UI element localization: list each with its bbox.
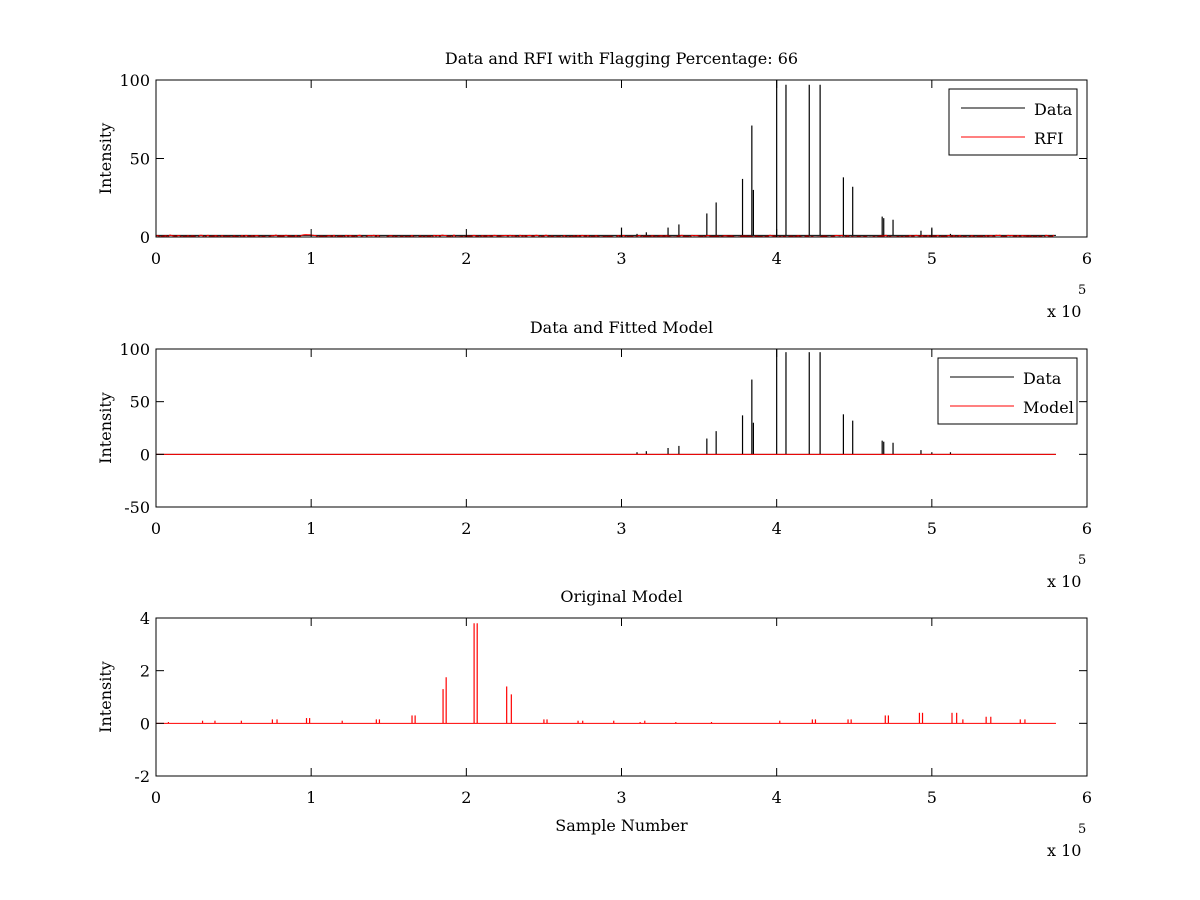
chart-title: Data and Fitted Model bbox=[530, 318, 713, 337]
legend: Data Model bbox=[937, 357, 1078, 425]
x-multiplier: x 10 bbox=[1047, 841, 1081, 860]
legend-label: RFI bbox=[1034, 129, 1063, 148]
y-tick-label: 50 bbox=[130, 150, 150, 169]
x-tick-label: 4 bbox=[772, 519, 782, 538]
x-multiplier-exponent: 5 bbox=[1078, 283, 1086, 298]
legend-box bbox=[948, 88, 1078, 156]
x-tick-label: 2 bbox=[461, 788, 471, 807]
x-tick-label: 6 bbox=[1082, 788, 1092, 807]
axes-box bbox=[155, 617, 1088, 777]
x-tick-label: 0 bbox=[151, 249, 161, 268]
series-data bbox=[156, 80, 1056, 236]
x-tick-label: 3 bbox=[616, 519, 626, 538]
x-tick-label: 3 bbox=[616, 249, 626, 268]
x-tick-label: 1 bbox=[306, 519, 316, 538]
axes-box bbox=[155, 79, 1088, 238]
y-tick-label: 100 bbox=[119, 71, 150, 90]
legend-box bbox=[937, 357, 1078, 425]
x-tick-label: 6 bbox=[1082, 249, 1092, 268]
x-tick-label: 4 bbox=[772, 788, 782, 807]
y-tick-label: 2 bbox=[140, 662, 150, 681]
legend-label: Data bbox=[1034, 100, 1073, 119]
x-tick-label: 6 bbox=[1082, 519, 1092, 538]
x-tick-label: 5 bbox=[927, 519, 937, 538]
x-tick-label: 2 bbox=[461, 249, 471, 268]
x-tick-label: 5 bbox=[927, 249, 937, 268]
x-tick-label: 0 bbox=[151, 519, 161, 538]
x-multiplier: x 10 bbox=[1047, 572, 1081, 591]
x-tick-label: 0 bbox=[151, 788, 161, 807]
y-tick-label: -50 bbox=[124, 498, 150, 517]
y-tick-label: 50 bbox=[130, 393, 150, 412]
subplot-1: 0 1 2 3 4 5 6 0 50 100 x 10 5 Data and RFI with Flag… bbox=[96, 49, 1092, 321]
x-multiplier-exponent: 5 bbox=[1078, 553, 1086, 568]
y-tick-label: 0 bbox=[140, 445, 150, 464]
legend-label: Model bbox=[1023, 398, 1074, 417]
x-tick-label: 4 bbox=[772, 249, 782, 268]
y-axis-label: Intensity bbox=[96, 123, 115, 195]
x-axis-label: Sample Number bbox=[555, 816, 688, 835]
y-tick-label: 4 bbox=[140, 609, 150, 628]
x-tick-label: 3 bbox=[616, 788, 626, 807]
y-tick-label: 0 bbox=[140, 714, 150, 733]
y-axis-label: Intensity bbox=[96, 661, 115, 733]
x-tick-label: 1 bbox=[306, 249, 316, 268]
y-tick-label: 100 bbox=[119, 340, 150, 359]
x-tick-label: 2 bbox=[461, 519, 471, 538]
y-axis-label: Intensity bbox=[96, 392, 115, 464]
legend-label: Data bbox=[1023, 369, 1062, 388]
chart-title: Original Model bbox=[560, 587, 682, 606]
x-tick-label: 5 bbox=[927, 788, 937, 807]
legend: Data RFI bbox=[948, 88, 1078, 156]
series-data bbox=[156, 349, 1056, 455]
x-tick-label: 1 bbox=[306, 788, 316, 807]
x-multiplier-exponent: 5 bbox=[1078, 822, 1086, 837]
y-tick-label: 0 bbox=[140, 228, 150, 247]
chart-title: Data and RFI with Flagging Percentage: 6… bbox=[445, 49, 798, 68]
x-multiplier: x 10 bbox=[1047, 302, 1081, 321]
series-model bbox=[156, 623, 1056, 724]
y-tick-label: -2 bbox=[134, 767, 150, 786]
